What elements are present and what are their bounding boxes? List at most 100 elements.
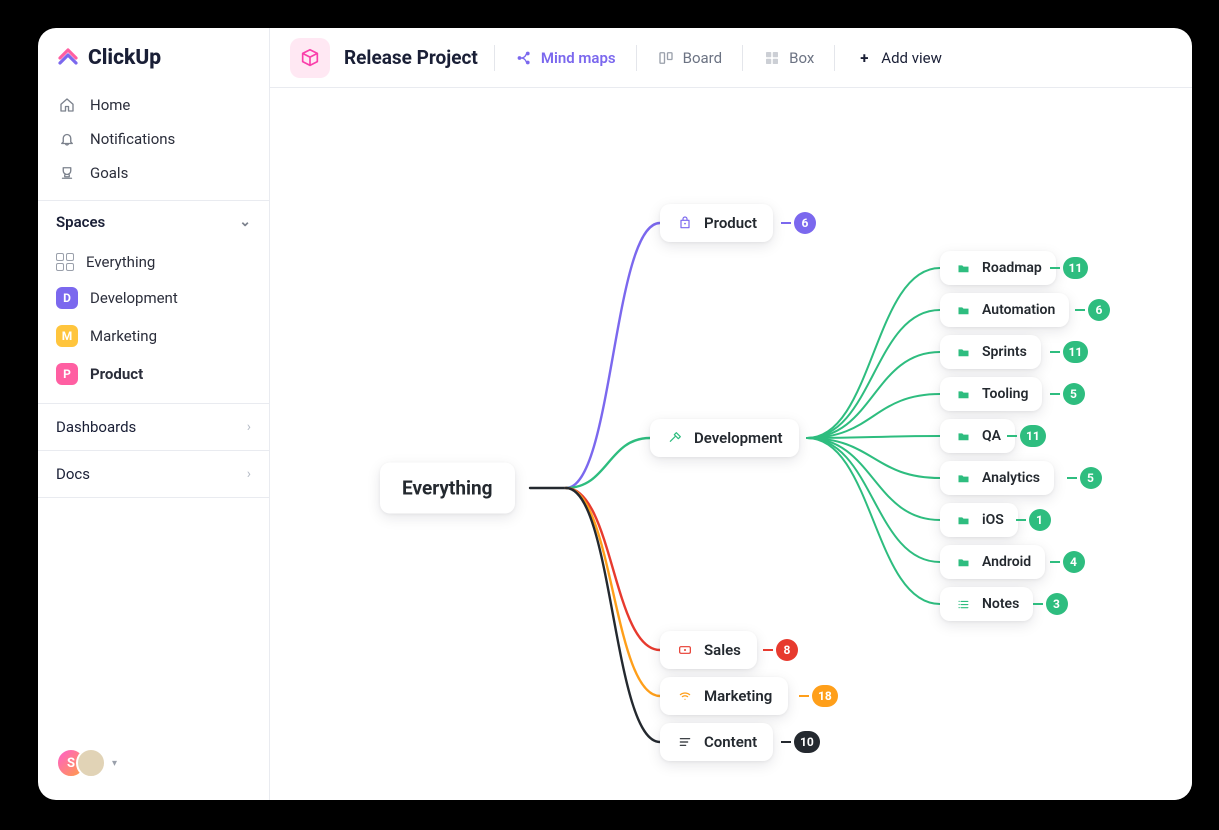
folder-icon — [954, 301, 972, 319]
board-icon — [657, 49, 675, 67]
count-badge: 6 — [1088, 299, 1110, 321]
view-tab-board[interactable]: Board — [653, 45, 726, 71]
mindmap-node-android[interactable]: Android — [940, 545, 1045, 579]
mindmap-node-product[interactable]: Product — [660, 204, 773, 242]
node-label: Automation — [982, 302, 1055, 318]
mindmap-node-marketing[interactable]: Marketing — [660, 677, 788, 715]
folder-icon — [954, 469, 972, 487]
node-count-attach: 4 — [1050, 551, 1085, 573]
nav-label: Goals — [90, 164, 128, 182]
view-tab-label: Board — [683, 49, 722, 67]
node-label: Everything — [402, 477, 493, 500]
folder-icon — [954, 385, 972, 403]
home-icon — [58, 96, 76, 114]
mindmap-canvas[interactable]: Everything Product 6 Development Sales 8 Marke… — [270, 88, 1192, 800]
spaces-header-label: Spaces — [56, 213, 105, 231]
count-badge: 4 — [1063, 551, 1085, 573]
chevron-right-icon: › — [247, 466, 251, 482]
node-count-attach: 11 — [1050, 257, 1089, 279]
space-label: Product — [90, 365, 143, 383]
mindmap-node-development[interactable]: Development — [650, 419, 799, 457]
space-item[interactable]: Everything — [46, 245, 261, 279]
nav-home[interactable]: Home — [46, 88, 261, 122]
node-label: Marketing — [704, 687, 772, 705]
folder-icon — [954, 343, 972, 361]
cube-icon — [299, 47, 321, 69]
view-tab-mind-maps[interactable]: Mind maps — [511, 45, 620, 71]
bag-icon — [676, 214, 694, 232]
mindmap-node-ios[interactable]: iOS — [940, 503, 1018, 537]
mindmap-node-qa[interactable]: QA — [940, 419, 1015, 453]
brand-logo[interactable]: ClickUp — [38, 28, 269, 84]
paragraph-icon — [676, 733, 694, 751]
sidebar-docs[interactable]: Docs › — [38, 450, 269, 498]
node-label: Roadmap — [982, 260, 1042, 276]
node-count-attach: 5 — [1067, 467, 1102, 489]
node-label: QA — [982, 428, 1001, 444]
mindmap-node-sales[interactable]: Sales — [660, 631, 757, 669]
space-item[interactable]: P Product — [46, 355, 261, 393]
node-label: iOS — [982, 512, 1004, 528]
mindmap-node-roadmap[interactable]: Roadmap — [940, 251, 1056, 285]
mindmap-node-notes[interactable]: Notes — [940, 587, 1033, 621]
space-badge: P — [56, 363, 78, 385]
trophy-icon — [58, 164, 76, 182]
chevron-down-icon: ▾ — [112, 758, 117, 769]
node-label: Sales — [704, 641, 741, 659]
separator — [742, 45, 743, 71]
view-tab-label: Box — [789, 49, 814, 67]
count-badge: 18 — [812, 685, 838, 707]
separator — [834, 45, 835, 71]
nav-trophy[interactable]: Goals — [46, 156, 261, 190]
nav-list: HomeNotifications Goals — [38, 84, 269, 200]
add-view-button[interactable]: + Add view — [851, 45, 946, 71]
count-badge: 5 — [1063, 383, 1085, 405]
spaces-list: EverythingDDevelopmentMMarketing P Product — [38, 243, 269, 403]
app-window: ClickUp HomeNotificationsGoals Spaces ⌄ … — [38, 28, 1192, 800]
folder-icon — [954, 259, 972, 277]
mindmap-node-content[interactable]: Content — [660, 723, 773, 761]
project-title: Release Project — [344, 46, 478, 69]
node-label: Sprints — [982, 344, 1027, 360]
view-tab-box[interactable]: Box — [759, 45, 818, 71]
node-count-attach: 10 — [781, 731, 820, 753]
user-avatars[interactable]: S ▾ — [56, 748, 117, 778]
folder-icon — [954, 511, 972, 529]
nav-bell[interactable]: Notifications — [46, 122, 261, 156]
space-item[interactable]: MMarketing — [46, 317, 261, 355]
space-label: Development — [90, 289, 178, 307]
mindmap-node-sprints[interactable]: Sprints — [940, 335, 1041, 369]
everything-icon — [56, 253, 74, 271]
node-count-attach: 3 — [1033, 593, 1068, 615]
node-label: Content — [704, 733, 757, 751]
node-count-attach: 18 — [799, 685, 838, 707]
count-badge: 1 — [1029, 509, 1051, 531]
spaces-header[interactable]: Spaces ⌄ — [38, 200, 269, 243]
count-badge: 8 — [776, 639, 798, 661]
bell-icon — [58, 130, 76, 148]
count-badge: 10 — [794, 731, 820, 753]
topbar: Release Project Mind maps Board Box + Add … — [270, 28, 1192, 88]
count-badge: 6 — [794, 212, 816, 234]
count-badge: 3 — [1046, 593, 1068, 615]
space-item[interactable]: DDevelopment — [46, 279, 261, 317]
avatar[interactable] — [76, 748, 106, 778]
mindmap-node-tooling[interactable]: Tooling — [940, 377, 1042, 411]
wifi-icon — [676, 687, 694, 705]
node-count-attach: 5 — [1050, 383, 1085, 405]
mindmap-node-analytics[interactable]: Analytics — [940, 461, 1054, 495]
node-label: Development — [694, 429, 783, 447]
count-badge: 11 — [1020, 425, 1046, 447]
brand-name: ClickUp — [88, 46, 161, 70]
node-label: Tooling — [982, 386, 1028, 402]
ticket-icon — [676, 641, 694, 659]
plus-icon: + — [855, 49, 873, 67]
sidebar-dashboards[interactable]: Dashboards › — [38, 403, 269, 450]
mindmap-node-automation[interactable]: Automation — [940, 293, 1069, 327]
project-icon[interactable] — [290, 38, 330, 78]
mindmap-root[interactable]: Everything — [380, 463, 515, 514]
chevron-right-icon: › — [247, 419, 251, 435]
separator — [636, 45, 637, 71]
node-count-attach: 11 — [1007, 425, 1046, 447]
folder-icon — [954, 553, 972, 571]
